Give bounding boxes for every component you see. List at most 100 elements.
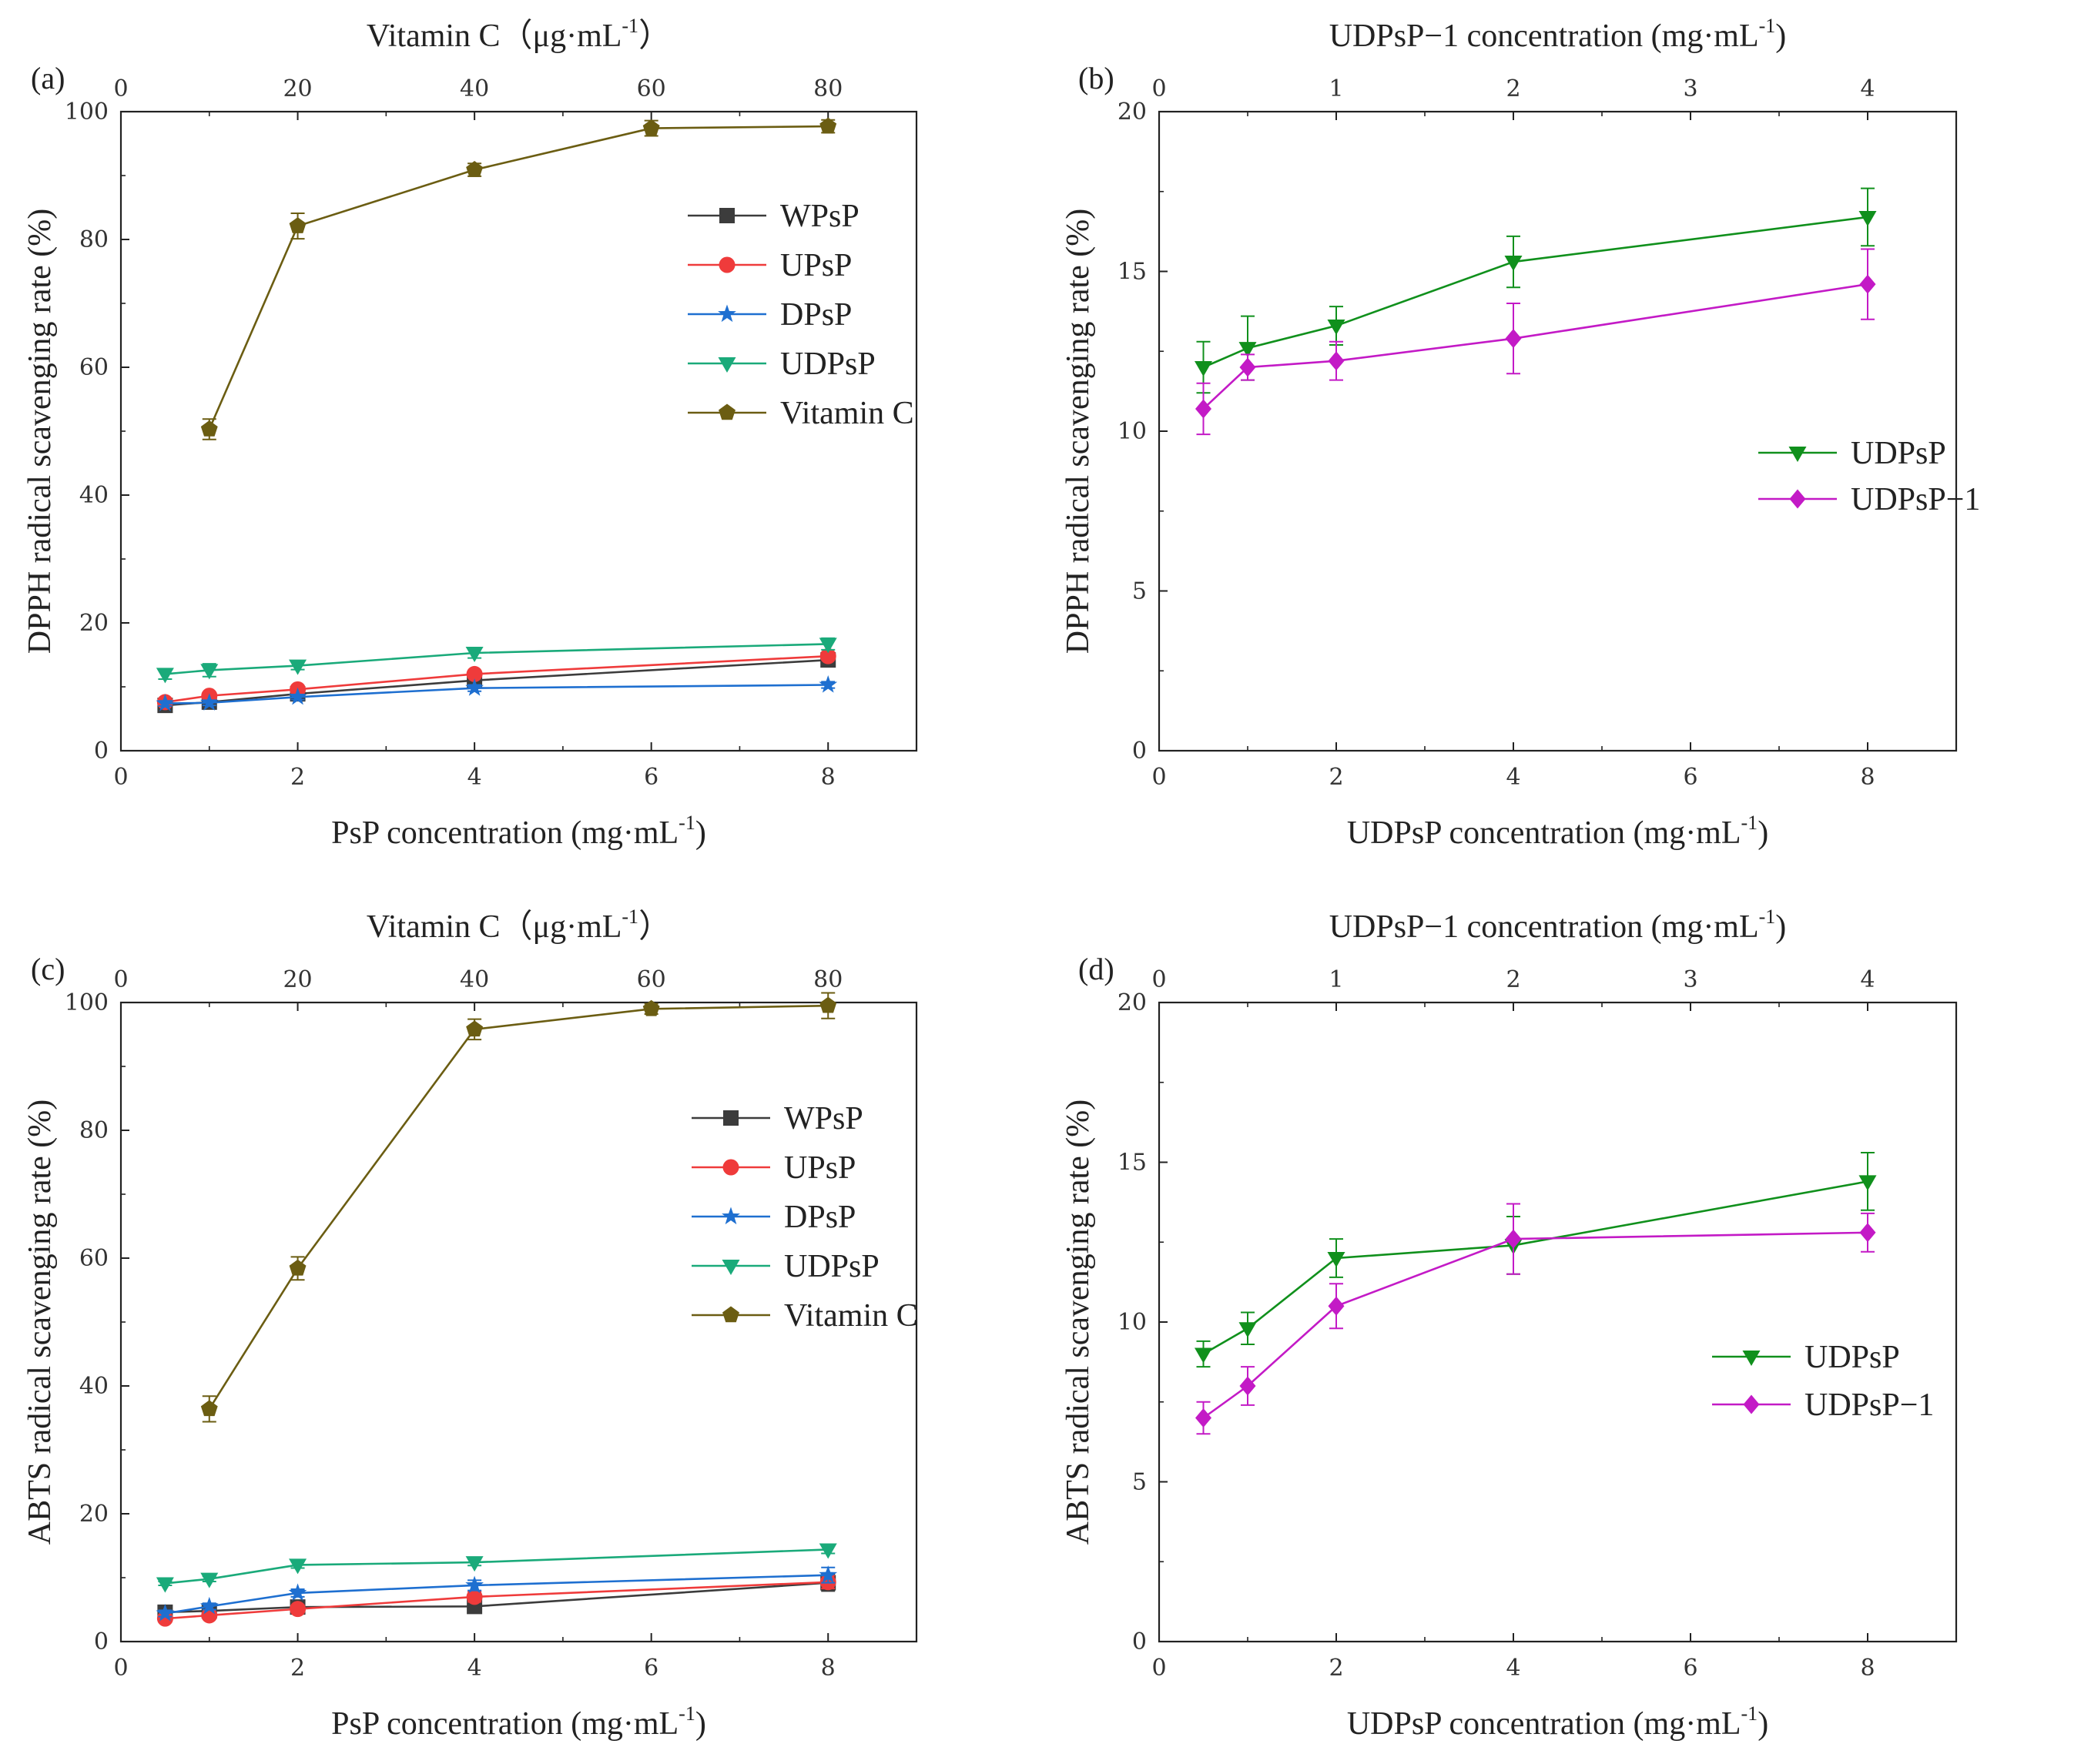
legend-entry: UDPsP (1758, 436, 1946, 471)
x-axis-title-text: PsP concentration (mg·mL (331, 815, 679, 851)
series-vitamin-c (200, 117, 837, 440)
data-point (819, 675, 838, 693)
data-point (819, 648, 836, 664)
x-tick-label: 2 (290, 764, 305, 791)
data-point (1858, 210, 1877, 226)
y-tick-label: 40 (79, 482, 109, 509)
x-tick-label: 0 (113, 764, 128, 791)
y-axis-title: ABTS radical scavenging rate (%) (22, 1100, 58, 1545)
x-tick-label: 6 (1683, 764, 1697, 791)
x-axis-title-sup: -1 (1741, 812, 1758, 834)
data-point (465, 1556, 484, 1572)
legend-label: UDPsP (1851, 436, 1946, 471)
y-tick-label: 10 (1118, 1309, 1147, 1336)
y-tick-label: 40 (79, 1373, 109, 1400)
x-axis-title: PsP concentration (mg·mL-1) (331, 812, 706, 851)
x2-axis-title-close: ) (1775, 18, 1786, 54)
x2-tick-label: 0 (113, 75, 128, 102)
series-line (1202, 283, 1868, 410)
x-axis-title-sup: -1 (679, 1702, 695, 1725)
data-point (200, 1572, 219, 1588)
x-axis-title-text: UDPsP concentration (mg·mL (1347, 815, 1741, 851)
x2-tick-label: 60 (637, 966, 666, 993)
data-point (1859, 274, 1876, 294)
x2-axis-title: UDPsP−1 concentration (mg·mL-1) (1329, 905, 1787, 945)
series-udpsp-1 (1195, 248, 1876, 436)
data-point (156, 1577, 174, 1593)
plot-frame (1158, 110, 1958, 752)
legend-marker (722, 1306, 739, 1323)
legend-marker (1789, 489, 1806, 509)
data-point (199, 693, 219, 711)
legend-marker (723, 1110, 739, 1126)
data-point (465, 647, 484, 663)
legend-marker (718, 304, 736, 323)
x-tick-label: 0 (113, 1655, 128, 1682)
data-point (1238, 342, 1257, 358)
legend-entry: UDPsP (692, 1249, 880, 1284)
legend-entry: Vitamin C (692, 1298, 918, 1334)
legend-entry: UPsP (692, 1150, 856, 1186)
y-tick-label: 5 (1132, 578, 1147, 605)
plot-frame (1158, 1001, 1958, 1643)
x-tick-label: 8 (821, 764, 836, 791)
x2-tick-label: 1 (1329, 75, 1343, 102)
legend-marker (719, 208, 735, 223)
data-point (289, 1259, 307, 1276)
x-tick-label: 6 (644, 1655, 658, 1682)
y-axis-title: DPPH radical scavenging rate (%) (22, 209, 58, 654)
series-dpsp (156, 675, 838, 711)
panel-label: (a) (31, 61, 65, 95)
x2-axis-title-close: ) (1775, 909, 1786, 945)
data-point (466, 665, 483, 682)
legend-label: UPsP (780, 248, 852, 283)
data-point (819, 638, 837, 654)
data-point (1859, 1223, 1876, 1243)
y-tick-label: 0 (94, 738, 109, 765)
series-line (208, 125, 829, 430)
x-axis-title: UDPsP concentration (mg·mL-1) (1347, 1702, 1768, 1742)
data-point (1327, 320, 1345, 336)
series-udpsp (1195, 187, 1877, 394)
x2-tick-label: 0 (1151, 966, 1166, 993)
x-axis-title-text: UDPsP concentration (mg·mL (1347, 1706, 1741, 1742)
legend-label: Vitamin C (784, 1298, 918, 1334)
x2-axis-title-close: ） (638, 909, 671, 945)
legend-entry: DPsP (692, 1200, 856, 1235)
legend-label: DPsP (780, 297, 852, 333)
series-upsp (156, 1574, 836, 1627)
x-tick-label: 4 (467, 764, 482, 791)
legend-marker (722, 1260, 740, 1275)
x2-tick-label: 20 (283, 966, 312, 993)
x-tick-label: 4 (467, 1655, 482, 1682)
data-point (465, 1575, 484, 1594)
x2-axis-title: Vitamin C（μg·mL-1） (367, 15, 671, 54)
legend-label: UDPsP (780, 346, 876, 382)
x-tick-label: 2 (290, 1655, 305, 1682)
data-point (819, 1543, 837, 1559)
data-point (156, 668, 174, 684)
x2-tick-label: 0 (113, 966, 128, 993)
x-tick-label: 6 (1683, 1655, 1697, 1682)
data-point (1328, 351, 1345, 371)
x2-tick-label: 20 (283, 75, 312, 102)
x2-tick-label: 3 (1683, 75, 1697, 102)
x-tick-label: 6 (644, 764, 658, 791)
x2-axis-title: UDPsP−1 concentration (mg·mL-1) (1329, 15, 1787, 54)
x2-axis-title-sup: -1 (1759, 905, 1776, 928)
legend-marker (1743, 1394, 1760, 1414)
data-point (1858, 1175, 1877, 1191)
data-point (466, 1020, 484, 1037)
data-point (1195, 1347, 1212, 1364)
data-point (289, 217, 307, 233)
x2-tick-label: 80 (813, 75, 843, 102)
chart-panel-b: 0 2 4 6 8 0 1 2 3 4 0 5 10 15 20 UDPsP concentration (m… (1061, 15, 1980, 851)
y-tick-label: 20 (79, 610, 109, 637)
x-axis-title: PsP concentration (mg·mL-1) (331, 1702, 706, 1742)
series-line (1202, 1231, 1868, 1419)
y-tick-label: 15 (1118, 1150, 1147, 1177)
x2-tick-label: 40 (460, 75, 489, 102)
legend-label: DPsP (784, 1200, 856, 1235)
